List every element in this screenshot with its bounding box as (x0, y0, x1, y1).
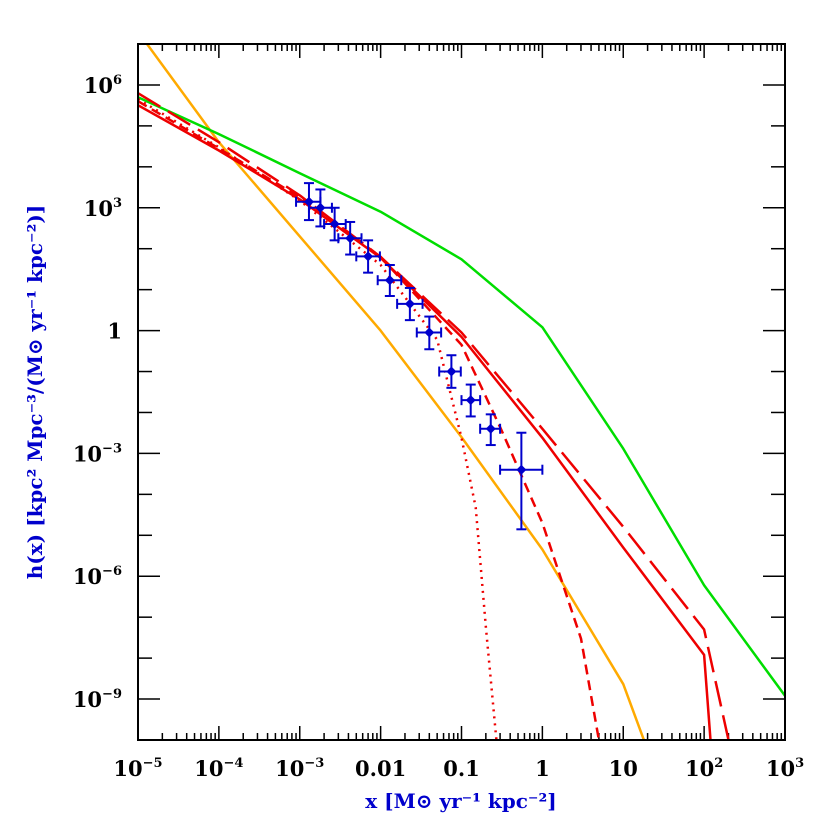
data-marker (465, 395, 476, 406)
model-curve (138, 92, 730, 740)
plot-frame (137, 43, 786, 741)
model-curve (138, 98, 498, 740)
data-marker (384, 275, 395, 286)
y-tick-label: 106 (84, 73, 122, 98)
data-point (415, 315, 443, 351)
x-tick-label: 1 (535, 756, 550, 781)
model-curve (138, 104, 712, 740)
data-marker (424, 327, 435, 338)
data-marker (329, 219, 340, 230)
data-points (295, 182, 544, 531)
y-tick-label: 10−6 (73, 564, 122, 589)
data-point (323, 206, 347, 242)
x-axis-title: x [M⊙ yr⁻¹ kpc⁻²] (365, 789, 556, 813)
model-curves (138, 44, 785, 740)
data-point (337, 220, 363, 256)
y-tick-label: 10−9 (73, 687, 122, 712)
minor-ticks (161, 44, 783, 740)
y-axis-title: h(x) [kpc² Mpc⁻³/(M⊙ yr⁻¹ kpc⁻²)] (23, 205, 47, 580)
data-marker (315, 202, 326, 213)
x-tick-label: 0.01 (355, 756, 406, 781)
model-curve (138, 100, 601, 740)
data-marker (446, 366, 457, 377)
x-tick-label: 103 (766, 756, 804, 781)
data-point (499, 431, 544, 531)
data-point (376, 263, 403, 297)
data-point (479, 413, 502, 447)
y-tick-labels: 10−9 10−6 10−3 1 103 106 (73, 73, 122, 712)
x-tick-label: 10 (609, 756, 638, 781)
model-curve (138, 96, 785, 697)
data-marker (516, 464, 527, 475)
data-marker (485, 423, 496, 434)
x-tick-label: 10−4 (194, 756, 243, 781)
data-point (396, 286, 424, 322)
x-tick-labels: 10−5 10−4 10−3 0.01 0.1 1 10 102 103 (113, 756, 804, 781)
y-tick-label: 103 (84, 196, 122, 221)
y-tick-label: 10−3 (73, 441, 122, 466)
y-tick-label: 1 (107, 319, 122, 344)
data-point (460, 383, 482, 418)
x-tick-label: 10−3 (275, 756, 324, 781)
data-marker (303, 196, 314, 207)
x-tick-label: 0.1 (443, 756, 480, 781)
major-ticks (137, 43, 786, 741)
data-marker (404, 298, 415, 309)
data-marker (363, 251, 374, 262)
data-point (355, 239, 381, 274)
data-point (438, 354, 462, 389)
data-marker (345, 233, 356, 244)
x-tick-label: 10−5 (113, 756, 162, 781)
x-tick-label: 102 (685, 756, 723, 781)
